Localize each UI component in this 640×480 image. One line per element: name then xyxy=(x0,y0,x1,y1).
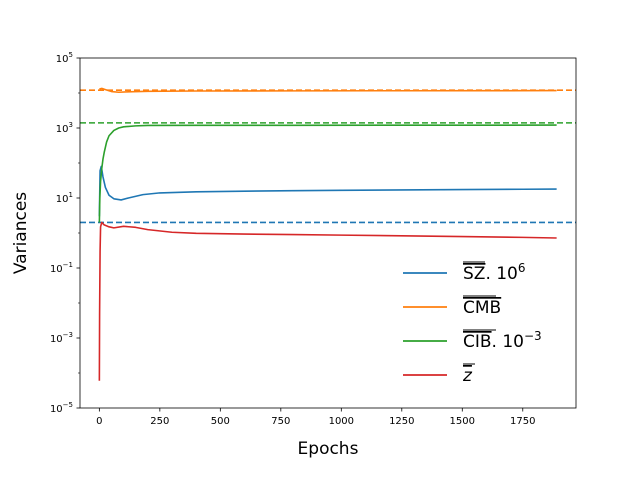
y-tick-label: 10−3 xyxy=(50,331,73,345)
legend-label-z: z xyxy=(462,366,473,386)
x-axis-ticks: 0 250 500 750 1000 1250 1500 1750 xyxy=(96,408,535,427)
y-tick-label: 10−1 xyxy=(50,261,73,275)
x-axis-title: Epochs xyxy=(298,439,359,459)
legend-label-cib: CIB. 10−3 xyxy=(463,329,542,352)
legend-label-sz: SZ. 106 xyxy=(463,261,526,284)
x-tick-label: 1500 xyxy=(450,416,475,427)
x-tick-label: 250 xyxy=(150,416,169,427)
y-tick-label: 10−5 xyxy=(50,401,73,415)
series-line-sz xyxy=(98,165,557,217)
x-tick-label: 1000 xyxy=(329,416,354,427)
x-tick-label: 750 xyxy=(271,416,290,427)
y-axis-title: Variances xyxy=(11,192,31,274)
x-tick-label: 1250 xyxy=(389,416,414,427)
x-tick-label: 0 xyxy=(96,416,102,427)
legend: SZ. 106 CMB CIB. 10−3 z xyxy=(403,261,542,386)
target-lines xyxy=(80,89,576,224)
y-tick-label: 103 xyxy=(56,121,73,135)
series-line-cib xyxy=(98,124,557,223)
y-tick-label: 101 xyxy=(56,191,73,205)
y-axis-ticks: 10−5 10−3 10−1 101 103 105 xyxy=(50,51,80,415)
x-tick-label: 1750 xyxy=(510,416,535,427)
series-line-z xyxy=(98,221,557,381)
legend-label-cmb: CMB xyxy=(463,298,501,318)
series-lines xyxy=(98,87,557,381)
y-tick-label: 105 xyxy=(56,51,73,65)
series-line-cmb xyxy=(99,87,557,94)
x-tick-label: 500 xyxy=(211,416,230,427)
plot-area-frame xyxy=(79,57,577,409)
